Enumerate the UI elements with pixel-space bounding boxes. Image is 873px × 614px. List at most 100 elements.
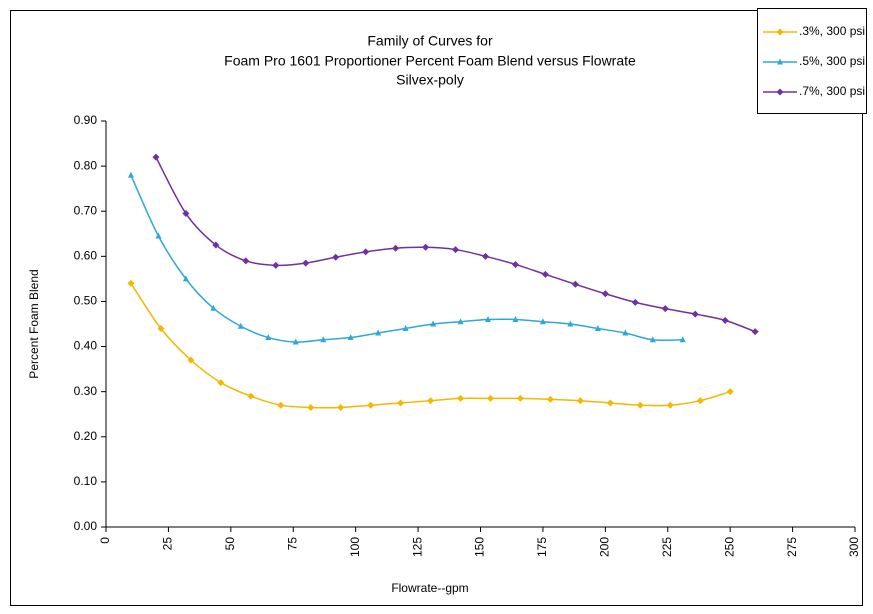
marker [320,336,327,343]
x-tick-label: 75 [285,537,299,551]
x-tick-label: 125 [410,537,424,557]
marker [696,397,704,405]
y-tick-label: 0.00 [74,519,98,533]
marker [452,246,460,254]
y-tick-label: 0.60 [74,249,98,263]
marker [375,329,382,336]
chart-title: Silvex-poly [396,72,464,88]
marker [457,394,465,402]
chart-title: Family of Curves for [367,33,493,49]
marker [576,397,584,405]
marker [481,252,489,260]
marker [546,395,554,403]
marker [210,304,217,311]
legend-marker [776,88,784,96]
marker [539,318,546,325]
marker [332,253,340,261]
x-tick-label: 300 [847,537,861,557]
marker [427,397,435,405]
marker [430,320,437,327]
y-tick-label: 0.90 [74,113,98,127]
y-tick-label: 0.20 [74,429,98,443]
marker [302,259,310,267]
legend-marker [776,28,784,36]
marker [362,248,370,256]
marker [367,401,375,409]
marker [567,320,574,327]
y-axis-title: Percent Foam Blend [27,269,41,378]
marker [247,392,255,400]
marker [347,334,354,341]
marker [397,399,405,407]
x-tick-label: 25 [161,537,175,551]
marker [541,270,549,278]
marker [277,401,285,409]
y-tick-label: 0.10 [74,474,98,488]
marker [679,336,686,343]
marker [516,394,524,402]
marker [631,298,639,306]
marker [155,232,162,239]
marker [606,399,614,407]
legend-label: .3%, 300 psi [799,24,865,38]
marker [292,338,299,345]
x-tick-label: 225 [660,537,674,557]
marker [691,310,699,318]
marker [127,171,134,178]
marker [392,244,400,252]
marker [721,316,729,324]
marker [622,329,629,336]
x-tick-label: 0 [98,537,112,544]
x-tick-label: 100 [348,537,362,557]
marker [726,388,734,396]
legend [757,8,867,114]
y-tick-label: 0.80 [74,158,98,172]
marker [127,279,135,287]
marker [152,153,160,161]
marker [337,403,345,411]
marker [751,328,759,336]
marker [512,315,519,322]
marker [187,356,195,364]
x-tick-label: 250 [722,537,736,557]
marker [422,243,430,251]
marker [636,401,644,409]
y-tick-label: 0.50 [74,294,98,308]
x-axis-title: Flowrate--gpm [391,581,468,595]
y-tick-label: 0.40 [74,339,98,353]
legend-marker [777,58,783,65]
marker [182,275,189,282]
marker [601,290,609,298]
x-tick-label: 175 [535,537,549,557]
marker [457,318,464,325]
legend-label: .5%, 300 psi [799,54,865,68]
marker [402,325,409,332]
chart-frame [10,10,863,606]
marker [217,379,225,387]
marker [272,261,280,269]
marker [649,336,656,343]
marker [571,280,579,288]
marker [484,315,491,322]
legend-label: .7%, 300 psi [799,84,865,98]
x-tick-label: 200 [598,537,612,557]
marker [661,305,669,313]
y-tick-label: 0.30 [74,384,98,398]
marker [666,401,674,409]
marker [157,325,165,333]
y-tick-label: 0.70 [74,203,98,217]
marker [307,403,315,411]
x-tick-label: 275 [785,537,799,557]
marker [182,209,190,217]
marker [265,334,272,341]
chart-title: Foam Pro 1601 Proportioner Percent Foam … [224,53,636,69]
marker [486,394,494,402]
x-tick-label: 50 [223,537,237,551]
marker [212,241,220,249]
marker [511,260,519,268]
marker [594,325,601,332]
marker [237,322,244,329]
x-tick-label: 150 [473,537,487,557]
marker [242,257,250,265]
